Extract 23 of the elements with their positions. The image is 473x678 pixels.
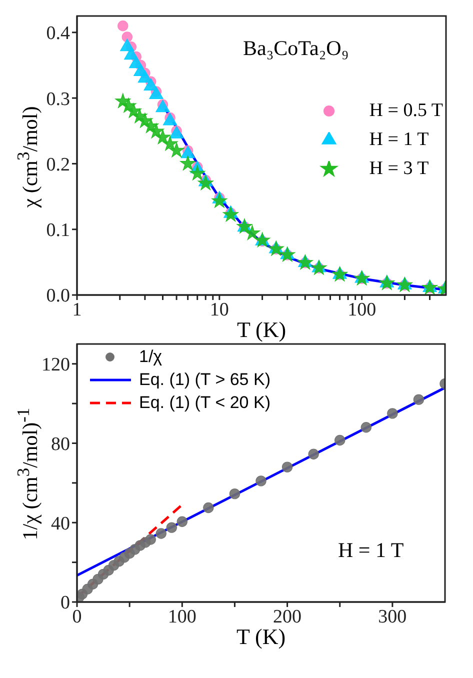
legend-label: Eq. (1) (T < 20 K) [139,392,270,412]
y-tick-label: 40 [51,513,70,534]
annotation: Ba₃CoTa₂O₉ [243,36,349,61]
y-tick-label: 80 [51,434,70,455]
legend-label: 1/χ [139,346,162,366]
x-tick-label: 10 [210,299,229,320]
legend-label: Eq. (1) (T > 65 K) [139,370,270,390]
y-tick-label: 120 [42,354,70,376]
x-tick-label: 1 [72,299,82,320]
x-axis-title: T (K) [236,317,286,342]
y-tick-label: 0 [60,592,70,614]
x-tick-label: 100 [168,606,196,628]
y-tick-label: 0.2 [46,154,70,176]
y-tick-label: 0.4 [46,23,70,44]
x-tick-label: 300 [378,606,407,628]
annotation: H = 1 T [338,538,404,563]
legend-label: H = 3 T [369,158,429,180]
y-tick-label: 0.1 [46,220,70,242]
y-tick-label: 0.3 [46,88,70,110]
x-tick-label: 100 [348,299,376,320]
legend-label: H = 0.5 T [369,100,443,122]
y-tick-label: 0.0 [46,286,70,307]
legend-label: H = 1 T [369,128,429,150]
